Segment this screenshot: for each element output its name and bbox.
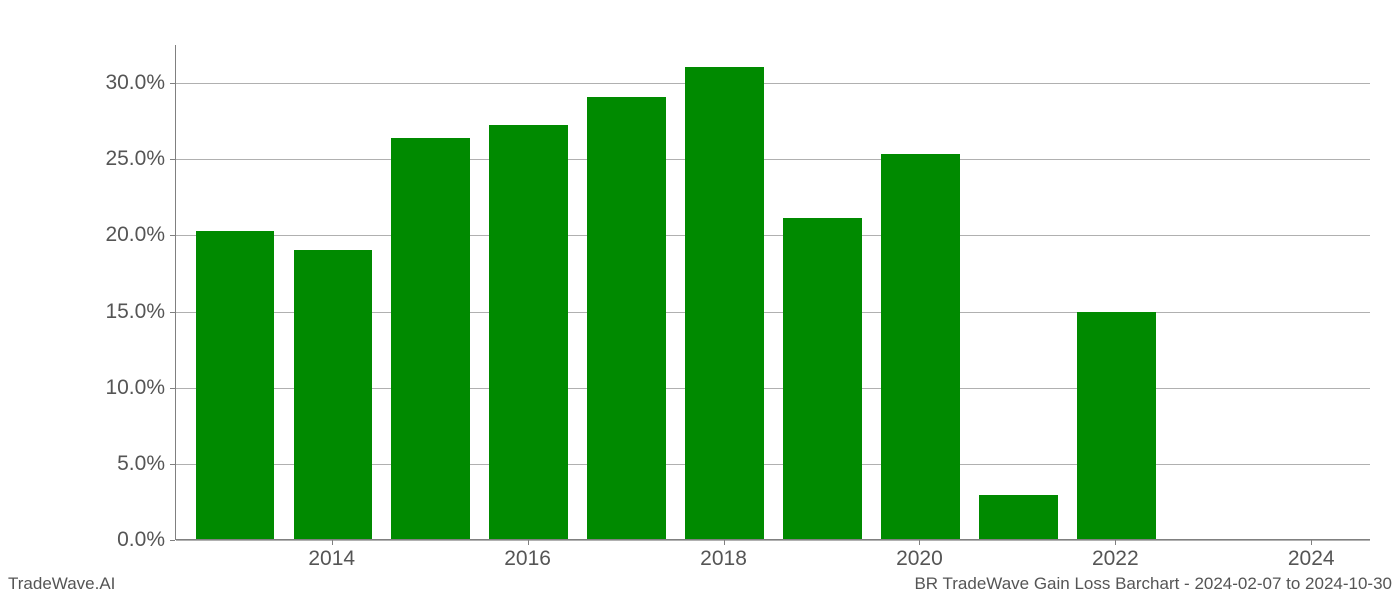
y-axis-tick-label: 30.0% bbox=[105, 71, 165, 95]
bar bbox=[391, 138, 469, 539]
footer-brand: TradeWave.AI bbox=[8, 574, 115, 594]
footer-caption: BR TradeWave Gain Loss Barchart - 2024-0… bbox=[914, 574, 1392, 594]
bar bbox=[294, 250, 372, 539]
y-axis-tick-mark bbox=[170, 312, 175, 313]
x-axis-tick-mark bbox=[332, 540, 333, 545]
gridline bbox=[176, 235, 1370, 236]
bar bbox=[979, 495, 1057, 539]
bar bbox=[587, 97, 665, 539]
gridline bbox=[176, 159, 1370, 160]
chart-plot-area bbox=[175, 45, 1370, 540]
bar bbox=[685, 67, 763, 539]
x-axis-tick-label: 2016 bbox=[504, 547, 551, 571]
y-axis-tick-label: 25.0% bbox=[105, 147, 165, 171]
bar bbox=[489, 125, 567, 539]
x-axis-tick-label: 2018 bbox=[700, 547, 747, 571]
y-axis-tick-label: 0.0% bbox=[117, 528, 165, 552]
y-axis-tick-mark bbox=[170, 540, 175, 541]
x-axis-tick-mark bbox=[919, 540, 920, 545]
y-axis-tick-mark bbox=[170, 464, 175, 465]
gridline bbox=[176, 83, 1370, 84]
y-axis-tick-mark bbox=[170, 159, 175, 160]
x-axis-tick-mark bbox=[1115, 540, 1116, 545]
y-axis-tick-label: 10.0% bbox=[105, 376, 165, 400]
y-axis-tick-label: 5.0% bbox=[117, 452, 165, 476]
bar bbox=[196, 231, 274, 539]
y-axis-tick-label: 15.0% bbox=[105, 300, 165, 324]
y-axis-tick-mark bbox=[170, 388, 175, 389]
x-axis-tick-label: 2020 bbox=[896, 547, 943, 571]
bar bbox=[881, 154, 959, 539]
x-axis-tick-mark bbox=[724, 540, 725, 545]
x-axis-tick-mark bbox=[528, 540, 529, 545]
x-axis-tick-mark bbox=[1311, 540, 1312, 545]
y-axis-tick-mark bbox=[170, 83, 175, 84]
gridline bbox=[176, 540, 1370, 541]
bar bbox=[1077, 312, 1155, 539]
x-axis-tick-label: 2022 bbox=[1092, 547, 1139, 571]
bar bbox=[783, 218, 861, 539]
x-axis-tick-label: 2024 bbox=[1288, 547, 1335, 571]
x-axis-tick-label: 2014 bbox=[308, 547, 355, 571]
y-axis-tick-label: 20.0% bbox=[105, 223, 165, 247]
y-axis-tick-mark bbox=[170, 235, 175, 236]
